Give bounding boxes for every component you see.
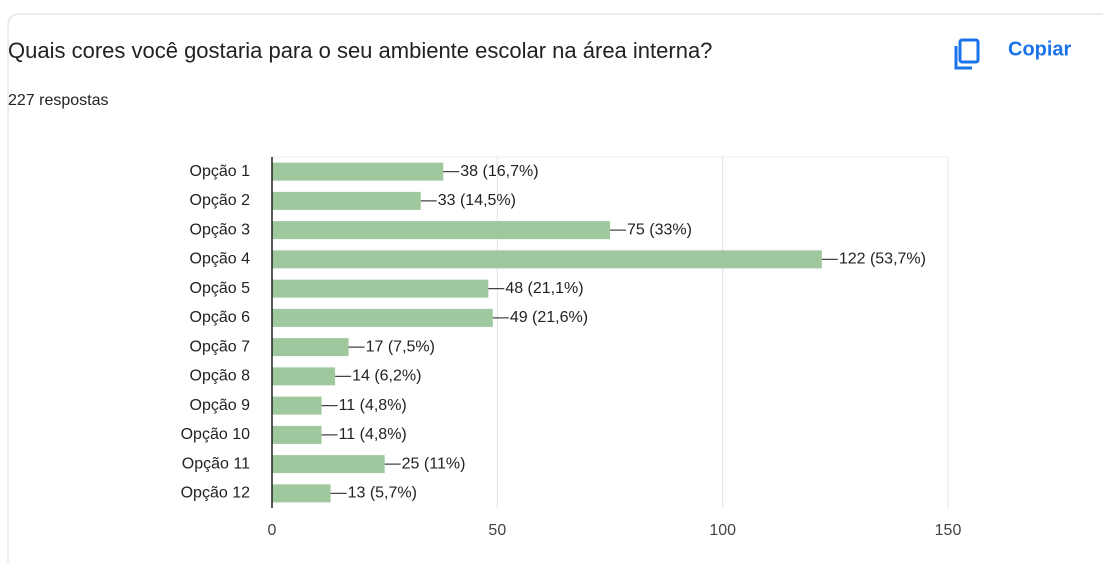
copy-label[interactable]: Copiar <box>1008 38 1072 60</box>
bar <box>272 338 349 357</box>
y-tick-label: Opção 5 <box>190 280 251 297</box>
bar <box>272 279 489 298</box>
y-tick-label: Opção 10 <box>181 426 250 443</box>
bar <box>272 308 493 327</box>
data-label: 14 (6,2%) <box>352 368 421 385</box>
copy-button[interactable]: Copiar <box>954 38 1072 70</box>
data-label: 38 (16,7%) <box>460 163 538 180</box>
x-tick-label: 50 <box>488 522 506 539</box>
bar <box>272 250 822 269</box>
chart-subtitle: 227 respostas <box>8 92 109 109</box>
y-tick-label: Opção 12 <box>181 485 250 502</box>
data-label: 122 (53,7%) <box>839 251 926 268</box>
bar <box>272 367 336 386</box>
y-tick-label: Opção 4 <box>190 251 251 268</box>
bar <box>272 221 610 240</box>
y-tick-label: Opção 3 <box>190 221 251 238</box>
y-tick-label: Opção 7 <box>190 338 251 355</box>
bar <box>272 396 322 415</box>
data-label: 11 (4,8%) <box>339 426 407 443</box>
y-tick-label: Opção 6 <box>190 309 251 326</box>
y-tick-label: Opção 11 <box>182 455 250 472</box>
x-tick-label: 0 <box>268 522 277 539</box>
data-label: 49 (21,6%) <box>510 309 588 326</box>
bar <box>272 425 322 444</box>
bar <box>272 484 331 503</box>
data-label: 33 (14,5%) <box>438 192 516 209</box>
data-label: 75 (33%) <box>627 221 692 238</box>
x-tick-label: 150 <box>935 522 962 539</box>
data-label: 25 (11%) <box>402 455 466 472</box>
data-label: 17 (7,5%) <box>366 338 435 355</box>
copy-icon <box>958 38 980 64</box>
card-border <box>7 13 1103 563</box>
chart-title: Quais cores você gostaria para o seu amb… <box>8 38 712 63</box>
y-tick-label: Opção 8 <box>190 368 251 385</box>
y-tick-label: Opção 1 <box>190 163 251 180</box>
copy-icon-back <box>954 46 972 70</box>
bar <box>272 191 421 210</box>
data-label: 11 (4,8%) <box>339 397 407 414</box>
data-label: 48 (21,1%) <box>505 280 583 297</box>
bar <box>272 455 385 474</box>
y-tick-label: Opção 9 <box>190 397 251 414</box>
bar <box>272 162 444 181</box>
data-label: 13 (5,7%) <box>348 485 417 502</box>
y-tick-label: Opção 2 <box>190 192 251 209</box>
x-tick-label: 100 <box>709 522 736 539</box>
